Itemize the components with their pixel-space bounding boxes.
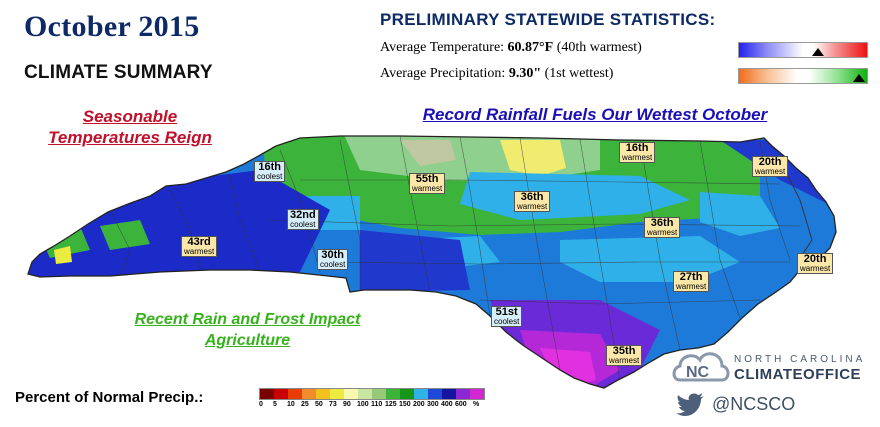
scale-swatch: [288, 389, 302, 399]
scale-value-label: 25: [301, 401, 309, 408]
scale-swatch: [260, 389, 274, 399]
scale-value-label: 400: [441, 401, 453, 408]
scale-value-label: 600: [455, 401, 467, 408]
scale-value-label: 110: [371, 401, 383, 408]
scale-swatch: [274, 389, 288, 399]
precipitation-rank: (1st wettest): [544, 66, 614, 81]
temperature-headline: Seasonable Temperatures Reign: [48, 107, 212, 147]
legend-title: Percent of Normal Precip.:: [15, 389, 204, 406]
scale-unit-label: %: [473, 401, 480, 408]
rank-label: 30th coolest: [317, 249, 349, 270]
scale-value-label: 90: [343, 401, 351, 408]
precipitation-marker-icon: [853, 74, 865, 82]
scale-value-label: 73: [329, 401, 337, 408]
scale-swatch: [428, 389, 442, 399]
rank-label: 51st coolest: [491, 306, 523, 327]
logo-line1: NORTH CAROLINA: [734, 354, 866, 365]
scale-swatch: [302, 389, 316, 399]
page-title: October 2015: [24, 10, 200, 43]
scale-swatch: [400, 389, 414, 399]
temperature-rank-bar: [738, 42, 868, 58]
rank-label: 55th warmest: [409, 173, 446, 194]
rank-label: 16th coolest: [254, 161, 286, 182]
scale-swatch: [316, 389, 330, 399]
scale-value-label: 10: [287, 401, 295, 408]
rank-label: 35th warmest: [606, 345, 643, 366]
page-subtitle: CLIMATE SUMMARY: [24, 62, 213, 83]
scale-value-label: 150: [399, 401, 411, 408]
precipitation-label: Average Precipitation:: [380, 66, 506, 81]
precipitation-rank-bar: [738, 68, 868, 84]
precipitation-value: 9.30": [508, 66, 542, 81]
rainfall-headline: Record Rainfall Fuels Our Wettest Octobe…: [422, 105, 768, 124]
cloud-logo-icon: NC: [672, 352, 730, 382]
scale-value-label: 50: [315, 401, 323, 408]
logo-line2: CLIMATEOFFICE: [734, 366, 862, 383]
rank-label: 36th warmest: [644, 217, 681, 238]
precip-color-scale: [259, 388, 485, 400]
scale-swatch: [372, 389, 386, 399]
rank-label: 27th warmest: [673, 271, 710, 292]
scale-swatch: [358, 389, 372, 399]
temperature-marker-icon: [812, 48, 824, 56]
temperature-stat: Average Temperature: 60.87°F (40th warme…: [380, 40, 642, 56]
scale-swatch: [344, 389, 358, 399]
stats-heading: PRELIMINARY STATEWIDE STATISTICS:: [380, 10, 716, 29]
svg-text:NC: NC: [686, 364, 710, 381]
scale-swatch: [442, 389, 456, 399]
rank-label: 20th warmest: [752, 156, 789, 177]
scale-swatch: [414, 389, 428, 399]
rank-label: 32nd coolest: [287, 209, 319, 230]
scale-value-label: 300: [427, 401, 439, 408]
scale-value-label: 0: [259, 401, 263, 408]
scale-value-label: 200: [413, 401, 425, 408]
scale-value-label: 5: [273, 401, 277, 408]
rank-label: 20th warmest: [797, 253, 834, 274]
agriculture-headline: Recent Rain and Frost Impact Agriculture: [134, 311, 361, 349]
rank-label: 43rd warmest: [181, 236, 218, 257]
rank-label: 36th warmest: [514, 191, 551, 212]
scale-swatch: [330, 389, 344, 399]
scale-swatch: [456, 389, 470, 399]
twitter-handle[interactable]: @NCSCO: [712, 394, 796, 414]
scale-value-label: 125: [385, 401, 397, 408]
temperature-label: Average Temperature:: [380, 40, 505, 55]
temperature-value: 60.87°F: [507, 40, 554, 55]
scale-value-label: 100: [357, 401, 369, 408]
scale-swatch: [470, 389, 484, 399]
twitter-icon: [676, 393, 704, 416]
precipitation-stat: Average Precipitation: 9.30" (1st wettes…: [380, 66, 613, 82]
scale-swatch: [386, 389, 400, 399]
temperature-rank: (40th warmest): [556, 40, 642, 55]
rank-label: 16th warmest: [619, 142, 656, 163]
